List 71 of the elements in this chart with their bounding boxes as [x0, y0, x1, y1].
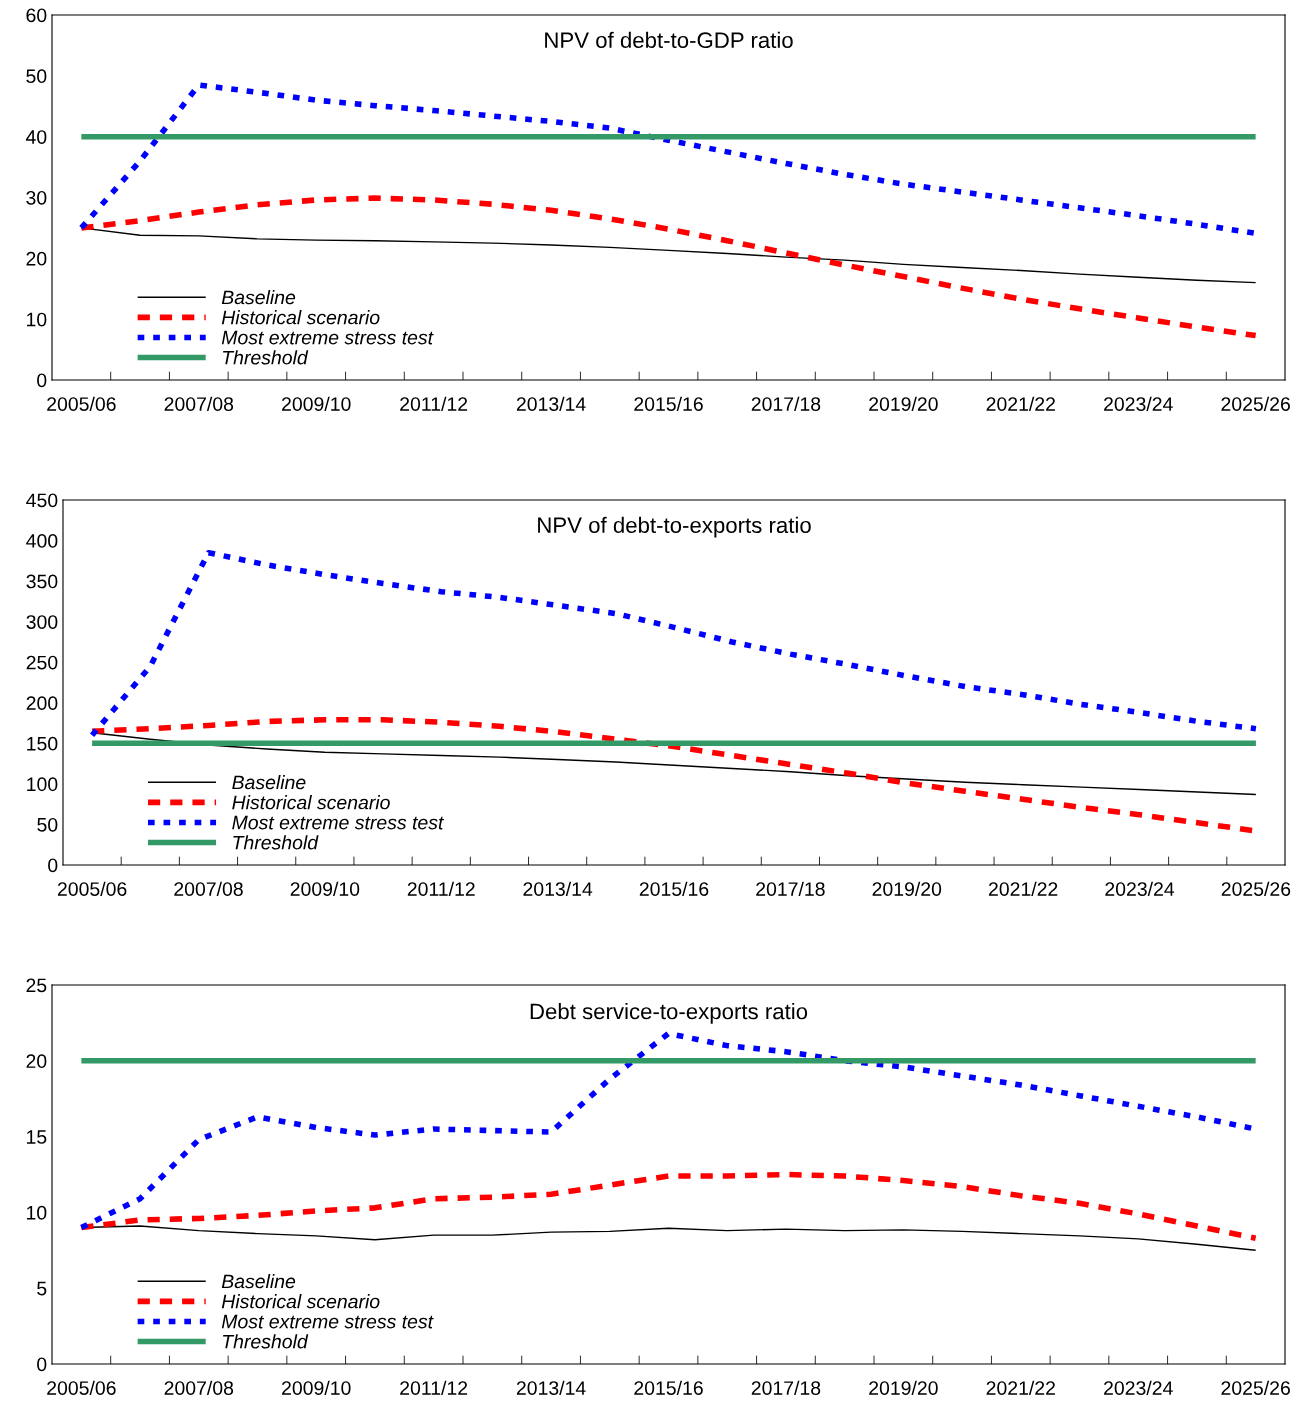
x-tick-label: 2007/08 [164, 1380, 234, 1395]
x-tick-label: 2011/12 [400, 1380, 468, 1395]
x-tick-label: 2005/06 [47, 1380, 116, 1395]
text: NPV of debt-to-GDP ratio [545, 31, 793, 49]
y-tick-label: 400 [26, 534, 58, 548]
legend-label: Baseline [221, 1274, 296, 1289]
x-tick-label: 2011/12 [400, 396, 468, 411]
legend-label: Threshold [223, 1334, 309, 1349]
y-tick-label: 25 [26, 978, 47, 993]
legend-label: Threshold [223, 350, 309, 365]
x-tick-label: 2019/20 [872, 881, 942, 896]
y-tick-label: 100 [27, 777, 58, 792]
x-tick-label: 2019/20 [869, 396, 938, 411]
x-tick-label: 2015/16 [634, 396, 703, 411]
y-tick-label: 450 [26, 493, 58, 508]
y-tick-label: 15 [27, 1130, 47, 1144]
x-tick-label: 2025/26 [1221, 1380, 1290, 1395]
x-tick-label: 2013/14 [516, 396, 586, 411]
x-tick-label: 2025/26 [1221, 396, 1290, 411]
x-tick-label: 2021/22 [986, 396, 1055, 411]
y-tick-label: 300 [26, 615, 58, 629]
legend-label: Baseline [232, 775, 306, 790]
x-tick-label: 2007/08 [164, 396, 234, 411]
y-tick-label: 30 [26, 190, 47, 205]
text: NPV of debt-to-exports ratio [538, 516, 811, 538]
legend-label: Most extreme stress test [232, 815, 445, 830]
legend-label: Threshold [233, 835, 319, 850]
y-tick-label: 250 [26, 655, 58, 670]
x-tick-label: 2015/16 [639, 881, 709, 896]
legend-label: Historical scenario [232, 795, 390, 810]
y-tick-label: 150 [27, 736, 58, 751]
y-tick-label: 350 [26, 574, 58, 589]
y-tick-label: 0 [37, 373, 47, 388]
x-tick-label: 2017/18 [751, 396, 821, 411]
x-tick-label: 2005/06 [47, 396, 116, 411]
legend-label: Baseline [221, 290, 296, 305]
x-tick-label: 2013/14 [516, 1380, 586, 1395]
x-tick-label: 2025/26 [1221, 881, 1291, 896]
x-tick-label: 2015/16 [634, 1380, 703, 1395]
x-tick-label: 2009/10 [282, 1380, 351, 1395]
y-tick-label: 50 [26, 69, 47, 84]
legend-label: Historical scenario [221, 310, 380, 325]
x-tick-label: 2017/18 [751, 1380, 821, 1395]
y-tick-label: 40 [25, 130, 47, 144]
y-tick-label: 5 [37, 1281, 47, 1296]
x-tick-label: 2017/18 [756, 881, 825, 896]
x-tick-label: 2023/24 [1104, 1380, 1173, 1395]
text: Debt service-to-exports ratio [530, 1003, 808, 1024]
y-tick-label: 20 [26, 1054, 47, 1069]
x-tick-label: 2009/10 [282, 396, 351, 411]
y-tick-label: 0 [37, 1357, 47, 1372]
y-tick-label: 20 [26, 251, 47, 266]
y-tick-label: 50 [37, 817, 58, 832]
x-tick-label: 2023/24 [1105, 881, 1175, 896]
x-tick-label: 2013/14 [523, 881, 593, 896]
x-tick-label: 2021/22 [988, 881, 1058, 896]
y-tick-label: 200 [26, 696, 58, 711]
x-tick-label: 2005/06 [57, 881, 127, 896]
y-tick-label: 60 [26, 8, 47, 23]
x-tick-label: 2011/12 [407, 881, 475, 896]
x-tick-label: 2009/10 [290, 881, 360, 896]
y-tick-label: 10 [27, 312, 47, 327]
x-tick-label: 2023/24 [1104, 396, 1173, 411]
y-tick-label: 10 [27, 1205, 47, 1220]
legend-label: Most extreme stress test [221, 330, 434, 345]
legend-label: Most extreme stress test [221, 1314, 434, 1329]
x-tick-label: 2021/22 [986, 1380, 1055, 1395]
legend-label: Historical scenario [221, 1294, 380, 1309]
y-tick-label: 0 [48, 858, 58, 873]
x-tick-label: 2019/20 [869, 1380, 938, 1395]
x-tick-label: 2007/08 [174, 881, 243, 896]
